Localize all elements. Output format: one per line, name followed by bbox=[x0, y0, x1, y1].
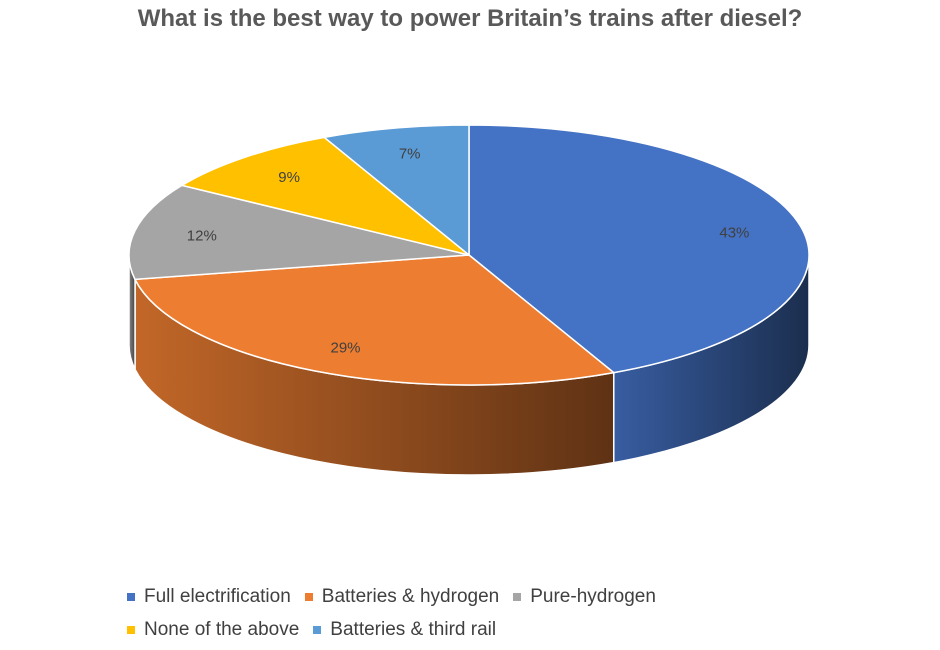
legend-item-batteries-hydrogen: Batteries & hydrogen bbox=[305, 586, 499, 608]
legend-label: None of the above bbox=[144, 619, 299, 641]
legend-swatch bbox=[127, 626, 135, 634]
data-label-1: 29% bbox=[330, 340, 360, 357]
legend-row-1: Full electrification Batteries & hydroge… bbox=[127, 580, 847, 613]
data-label-2: 12% bbox=[187, 228, 217, 245]
legend-item-full-electrification: Full electrification bbox=[127, 586, 291, 608]
data-label-4: 7% bbox=[399, 146, 421, 163]
legend-label: Full electrification bbox=[144, 586, 291, 608]
pie-slices bbox=[129, 125, 809, 385]
legend-swatch bbox=[313, 626, 321, 634]
data-label-0: 43% bbox=[719, 224, 749, 241]
legend-item-batteries-third-rail: Batteries & third rail bbox=[313, 619, 496, 641]
legend-label: Batteries & hydrogen bbox=[322, 586, 499, 608]
legend-item-pure-hydrogen: Pure-hydrogen bbox=[513, 586, 656, 608]
legend-swatch bbox=[513, 593, 521, 601]
legend-item-none-of-the-above: None of the above bbox=[127, 619, 299, 641]
legend-swatch bbox=[127, 593, 135, 601]
legend-row-2: None of the above Batteries & third rail bbox=[127, 613, 847, 646]
legend-label: Pure-hydrogen bbox=[530, 586, 656, 608]
data-label-3: 9% bbox=[278, 169, 300, 186]
legend-label: Batteries & third rail bbox=[330, 619, 496, 641]
legend: Full electrification Batteries & hydroge… bbox=[127, 580, 847, 646]
legend-swatch bbox=[305, 593, 313, 601]
